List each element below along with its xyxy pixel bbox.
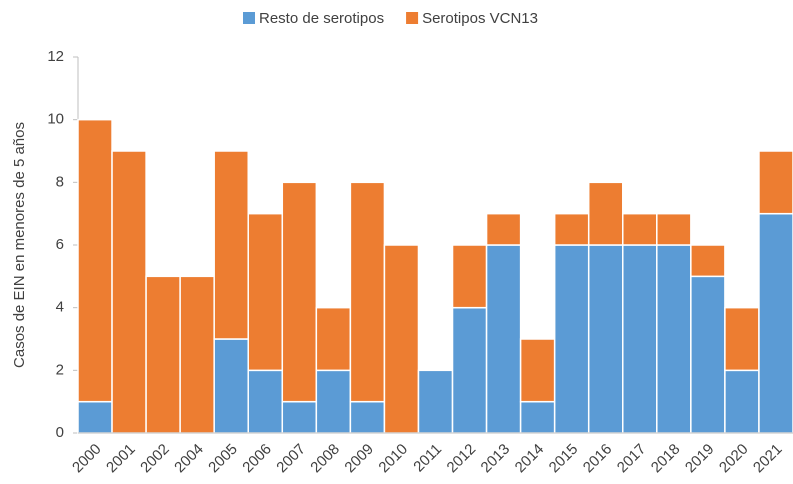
x-tick-label: 2018 [648,441,684,477]
y-tick-label: 8 [56,173,64,190]
y-tick-label: 6 [56,236,64,253]
x-tick-label: 2008 [307,441,343,477]
bar-segment [553,212,590,246]
x-tick-label: 2006 [239,441,275,477]
legend-label: Resto de serotipos [259,10,384,27]
bar-segment [553,244,590,434]
bar-segment [451,244,488,309]
bar-segment [690,244,726,278]
bar-segment [724,306,760,372]
bar-segment [690,275,726,434]
x-tick-label: 2000 [69,441,105,477]
bar-segment [417,369,454,434]
bar-segment [519,338,556,403]
bar-segment [519,400,556,434]
bar-segment [213,150,249,340]
y-axis-title: Casos de EIN en menores de 5 años [11,122,28,368]
x-tick-label: 2005 [205,441,241,477]
bar-segment [656,244,692,434]
bar-segment [587,181,624,246]
y-tick-label: 12 [47,48,64,65]
bar-segment [758,150,793,215]
x-tick-label: 2012 [444,441,480,477]
x-tick-label: 2020 [716,441,752,477]
x-tick-label: 2001 [103,441,139,477]
bar-segment [111,150,147,434]
bar-segment [383,244,420,434]
x-tick-label: 2004 [171,441,207,477]
x-tick-label: 2021 [750,441,786,477]
x-tick-label: 2015 [546,441,582,477]
bar-segment [349,400,386,434]
bar-segment [77,118,113,403]
bar-segment [281,181,318,403]
bar-segment [622,244,658,434]
x-tick-label: 2014 [512,441,548,477]
x-tick-label: 2011 [410,441,445,476]
bar-segment [587,244,624,434]
legend-label: Serotipos VCN13 [422,10,538,27]
bar-segment [213,338,249,434]
x-tick-label: 2010 [375,441,411,477]
y-tick-label: 2 [56,361,64,378]
x-tick-label: 2009 [341,441,377,477]
bar-segment [315,306,352,372]
legend-swatch [406,12,419,24]
bar-segment [179,275,215,434]
bar-segment [349,181,386,403]
bar-segment [656,212,692,246]
y-tick-label: 4 [56,299,64,316]
bar-segment [145,275,181,434]
x-tick-label: 2013 [478,441,514,477]
bar-segment [451,306,488,434]
y-tick-label: 10 [47,111,64,128]
x-tick-label: 2017 [614,441,650,477]
y-tick-label: 0 [56,424,64,441]
bar-segment [758,212,793,434]
x-tick-label: 2016 [580,441,616,477]
bar-segment [485,212,522,246]
bar-segment [247,212,284,372]
bar-segment [315,369,352,434]
x-tick-label: 2002 [137,441,173,477]
x-tick-label: 2019 [682,441,718,477]
bar-segment [77,400,113,434]
bar-segment [622,212,658,246]
bar-segment [281,400,318,434]
legend-swatch [243,12,255,24]
x-tick-label: 2007 [273,441,309,477]
bar-segment [247,369,284,434]
bar-segment [724,369,760,434]
bar-segment [485,244,522,434]
